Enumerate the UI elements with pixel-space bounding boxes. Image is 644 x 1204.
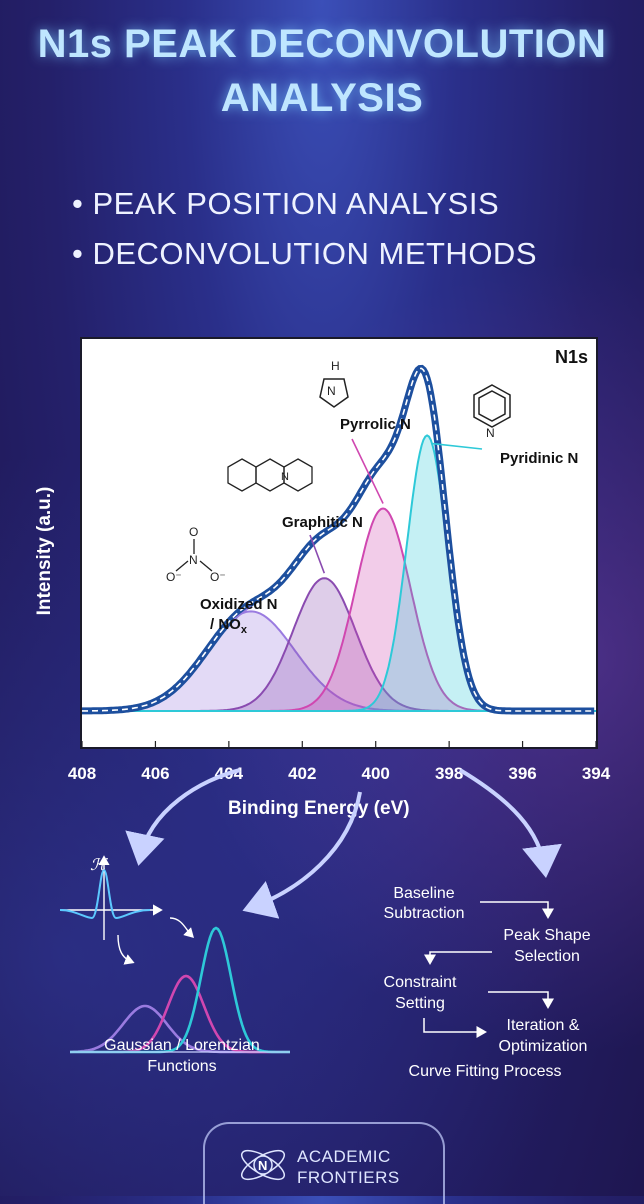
pyrrole-h-label: H: [331, 359, 340, 373]
bottom-diagram: ℋ: [59, 768, 562, 1054]
pyrrole-structure-icon: [319, 378, 349, 408]
y-axis-title: Intensity (a.u.): [34, 486, 55, 616]
chart-plot: Oxidized N / NOx Graphitic N Pyrrolic N Pyri…: [81, 359, 597, 747]
arrow-to-process: [458, 768, 562, 878]
x-tick-label: 402: [288, 764, 317, 783]
envelope-dashed: [82, 367, 595, 712]
leader-3: [431, 442, 483, 450]
step-peakshape-line2: Selection: [514, 948, 580, 965]
step-baseline-line1: Baseline: [393, 885, 455, 902]
pyrrole-n-label: N: [327, 384, 336, 398]
page-title-line1: N1s PEAK DECONVOLUTION: [37, 22, 607, 66]
arrow-to-functions: [125, 768, 241, 866]
functions-caption-line2: Functions: [147, 1058, 217, 1075]
peak-label-0: Oxidized N: [200, 596, 278, 613]
chart-panel: Oxidized N / NOx Graphitic N Pyrrolic N Pyri…: [80, 337, 598, 749]
nitro-o-top: O: [189, 525, 198, 539]
func-small-arrow: [169, 917, 194, 938]
chart-title: N1s: [554, 347, 588, 367]
graphitic-n-label: N: [281, 471, 289, 483]
peak-label-2: Pyrrolic N: [340, 416, 411, 433]
graphitic-structure-icon: [227, 458, 313, 492]
nitro-o-left: O⁻: [166, 570, 182, 584]
leader-1: [309, 534, 326, 574]
pyridine-n-label: N: [486, 426, 495, 440]
arrow-to-peaks: [242, 791, 362, 919]
pyridine-structure-icon: [473, 384, 511, 428]
x-axis-title: Binding Energy (eV): [228, 798, 410, 819]
step-iteration-line1: Iteration &: [506, 1017, 580, 1034]
nitro-structure-icon: [175, 539, 213, 572]
x-tick-label: 400: [361, 764, 390, 783]
func-small-arrow2: [117, 934, 135, 965]
nitro-n: N: [189, 553, 198, 567]
peak-label-subscript: x: [241, 624, 248, 636]
logo-letter: N: [258, 1158, 267, 1173]
x-tick-label: 394: [581, 764, 611, 783]
peak-label-0-line2: / NOx: [210, 616, 248, 636]
step-constraint-line1: Constraint: [383, 974, 457, 991]
flow-arrow-3: [488, 991, 554, 1009]
x-tick-label: 396: [508, 764, 537, 783]
x-tick-label: 398: [434, 764, 464, 783]
flow-arrow-2: [424, 951, 492, 965]
x-tick-label: 408: [67, 764, 97, 783]
bullet-deconvolution: • DECONVOLUTION METHODS: [72, 236, 537, 271]
functions-caption-line1: Gaussian / Lorentzian: [104, 1037, 260, 1054]
leader-2: [351, 438, 384, 504]
footer-line2: FRONTIERS: [297, 1168, 400, 1187]
flow-arrow-1: [480, 901, 554, 919]
nitro-o-right: O⁻: [210, 570, 226, 584]
mini-peak-2: [70, 926, 290, 1054]
atom-logo-icon: N: [240, 1149, 286, 1181]
step-constraint-line2: Setting: [395, 995, 445, 1012]
x-tick-label: 406: [141, 764, 170, 783]
peak-label-1: Graphitic N: [282, 514, 363, 531]
flow-arrow-4: [423, 1018, 487, 1038]
step-iteration-line2: Optimization: [498, 1038, 588, 1055]
footer-badge: [203, 1122, 445, 1204]
step-peakshape-line1: Peak Shape: [503, 927, 591, 944]
step-baseline-line2: Subtraction: [383, 905, 465, 922]
page-title-line2: ANALYSIS: [220, 76, 424, 120]
bullet-peak-position: • PEAK POSITION ANALYSIS: [72, 186, 500, 221]
func-symbol: ℋ: [90, 857, 108, 874]
process-caption: Curve Fitting Process: [408, 1063, 562, 1080]
leader-0: [231, 605, 252, 622]
footer-line1: ACADEMIC: [297, 1147, 391, 1166]
peak-label-3: Pyridinic N: [500, 450, 578, 467]
func-wavelet: [59, 868, 151, 920]
